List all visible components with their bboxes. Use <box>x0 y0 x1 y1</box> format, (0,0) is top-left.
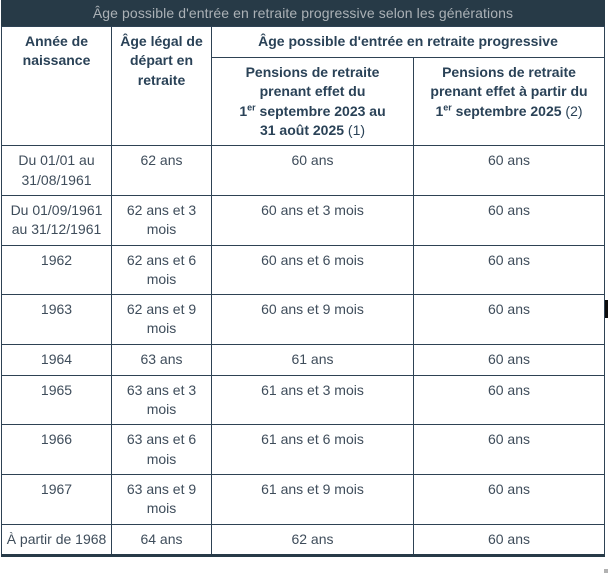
cell-pension-2025: 60 ans <box>413 343 605 376</box>
cell-age-legal: 62 ans et 3 mois <box>111 194 212 246</box>
table-row: 1963 62 ans et 9 mois 60 ans et 9 mois 6… <box>1 294 605 345</box>
col-header-group-retraite-progressive: Âge possible d'entrée en retraite progre… <box>211 26 605 58</box>
cell-naissance: À partir de 1968 <box>1 523 112 556</box>
cell-naissance: 1964 <box>1 343 112 376</box>
sub1-line3: 1er septembre 2023 au <box>239 101 386 119</box>
cell-pension-2023: 60 ans et 6 mois <box>211 244 414 296</box>
cell-pension-2025: 60 ans <box>413 374 605 426</box>
cell-pension-2025: 60 ans <box>413 424 605 475</box>
superscript-er: er <box>247 101 256 112</box>
table-row: 1964 63 ans 61 ans 60 ans <box>1 343 605 376</box>
table-row: Du 01/01 au 31/08/1961 62 ans 60 ans 60 … <box>1 145 605 196</box>
sub1-line1: Pensions de retraite <box>245 64 380 80</box>
cell-age-legal: 62 ans et 6 mois <box>111 244 212 296</box>
header-row-sub: Pensions de retraite prenant effet du 1e… <box>2 56 605 147</box>
cell-pension-2023: 60 ans et 9 mois <box>211 294 414 345</box>
sub1-line2: prenant effet du <box>259 83 366 100</box>
cell-age-legal: 63 ans <box>111 343 212 376</box>
sub2-line1: Pensions de retraite <box>442 64 576 80</box>
header-row-group: Année de naissance Âge légal de départ e… <box>1 25 605 147</box>
cell-naissance: 1966 <box>1 424 112 475</box>
cell-pension-2025: 60 ans <box>413 523 605 556</box>
table-row: À partir de 1968 64 ans 62 ans 60 ans <box>1 523 605 556</box>
cell-age-legal: 64 ans <box>111 523 212 556</box>
cell-age-legal: 63 ans et 6 mois <box>111 424 212 475</box>
cell-pension-2023: 61 ans et 6 mois <box>211 424 414 475</box>
cell-pension-2023: 62 ans <box>211 523 414 556</box>
scrollbar-thumb[interactable] <box>605 300 608 318</box>
col-header-pensions-2023: Pensions de retraite prenant effet du 1e… <box>211 56 414 147</box>
cell-age-legal: 63 ans et 9 mois <box>111 474 212 525</box>
col-header-annee-naissance: Année de naissance <box>1 25 112 147</box>
cell-naissance: 1965 <box>1 374 112 426</box>
col-header-age-legal: Âge légal de départ en retraite <box>111 25 212 147</box>
cell-pension-2025: 60 ans <box>413 294 605 345</box>
table-row: Du 01/09/1961 au 31/12/1961 62 ans et 3 … <box>1 194 605 246</box>
sub1-line4: 31 août 2025 (1) <box>259 121 366 138</box>
cell-age-legal: 63 ans et 3 mois <box>111 374 212 426</box>
table-row: 1962 62 ans et 6 mois 60 ans et 6 mois 6… <box>1 244 605 296</box>
scrollbar-corner <box>604 569 608 573</box>
cell-pension-2023: 60 ans <box>211 145 414 196</box>
cell-pension-2025: 60 ans <box>413 244 605 296</box>
table-row: 1965 63 ans et 3 mois 61 ans et 3 mois 6… <box>1 374 605 426</box>
cell-pension-2023: 61 ans et 3 mois <box>211 374 414 426</box>
table-row: 1967 63 ans et 9 mois 61 ans et 9 mois 6… <box>1 474 605 525</box>
retirement-table: Année de naissance Âge légal de départ e… <box>1 25 605 557</box>
cell-pension-2023: 61 ans <box>211 343 414 376</box>
cell-pension-2023: 61 ans et 9 mois <box>211 474 414 525</box>
cell-pension-2023: 60 ans et 3 mois <box>211 194 414 246</box>
sub2-line3: 1er septembre 2025 (2) <box>435 101 583 119</box>
cell-naissance: 1963 <box>1 294 112 345</box>
cell-naissance: 1962 <box>1 244 112 296</box>
cell-age-legal: 62 ans <box>111 145 212 196</box>
retirement-table-container: Âge possible d'entrée en retraite progre… <box>1 0 605 557</box>
col-header-pensions-2025: Pensions de retraite prenant effet à par… <box>413 56 605 147</box>
cell-naissance: 1967 <box>1 474 112 525</box>
cell-pension-2025: 60 ans <box>413 474 605 525</box>
cell-naissance: Du 01/09/1961 au 31/12/1961 <box>1 194 112 246</box>
superscript-er: er <box>443 101 452 112</box>
footnote-marker-2: (2) <box>561 102 583 119</box>
cell-naissance: Du 01/01 au 31/08/1961 <box>1 145 112 196</box>
footnote-marker-1: (1) <box>344 121 366 138</box>
table-caption: Âge possible d'entrée en retraite progre… <box>1 0 605 26</box>
cell-age-legal: 62 ans et 9 mois <box>111 294 212 345</box>
cell-pension-2025: 60 ans <box>413 194 605 246</box>
sub2-line2: prenant effet à partir du <box>430 83 588 100</box>
table-row: 1966 63 ans et 6 mois 61 ans et 6 mois 6… <box>1 424 605 475</box>
cell-pension-2025: 60 ans <box>413 145 605 196</box>
